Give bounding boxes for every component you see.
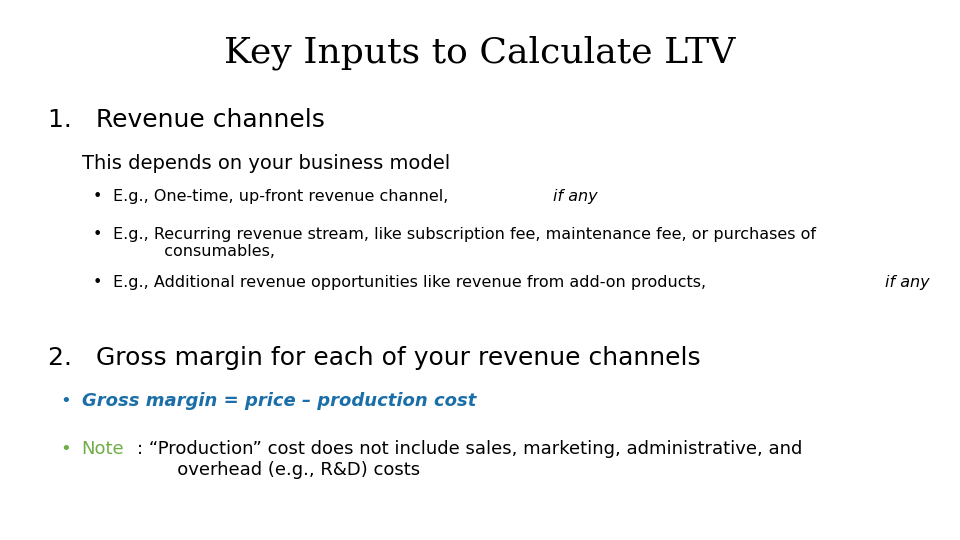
Text: This depends on your business model: This depends on your business model — [82, 154, 450, 173]
Text: •: • — [92, 227, 102, 242]
Text: E.g., Recurring revenue stream, like subscription fee, maintenance fee, or purch: E.g., Recurring revenue stream, like sub… — [113, 227, 816, 259]
Text: •: • — [60, 440, 71, 458]
Text: •: • — [92, 275, 102, 291]
Text: 2.   Gross margin for each of your revenue channels: 2. Gross margin for each of your revenue… — [48, 346, 701, 369]
Text: Gross margin = price – production cost: Gross margin = price – production cost — [82, 392, 476, 409]
Text: •: • — [92, 189, 102, 204]
Text: : “Production” cost does not include sales, marketing, administrative, and
     : : “Production” cost does not include sal… — [136, 440, 802, 479]
Text: if any: if any — [885, 275, 930, 291]
Text: E.g., Additional revenue opportunities like revenue from add-on products,: E.g., Additional revenue opportunities l… — [113, 275, 711, 291]
Text: if any: if any — [553, 189, 597, 204]
Text: Key Inputs to Calculate LTV: Key Inputs to Calculate LTV — [225, 35, 735, 70]
Text: E.g., One-time, up-front revenue channel,: E.g., One-time, up-front revenue channel… — [113, 189, 454, 204]
Text: •: • — [60, 392, 71, 409]
Text: 1.   Revenue channels: 1. Revenue channels — [48, 108, 324, 132]
Text: Note: Note — [82, 440, 124, 458]
